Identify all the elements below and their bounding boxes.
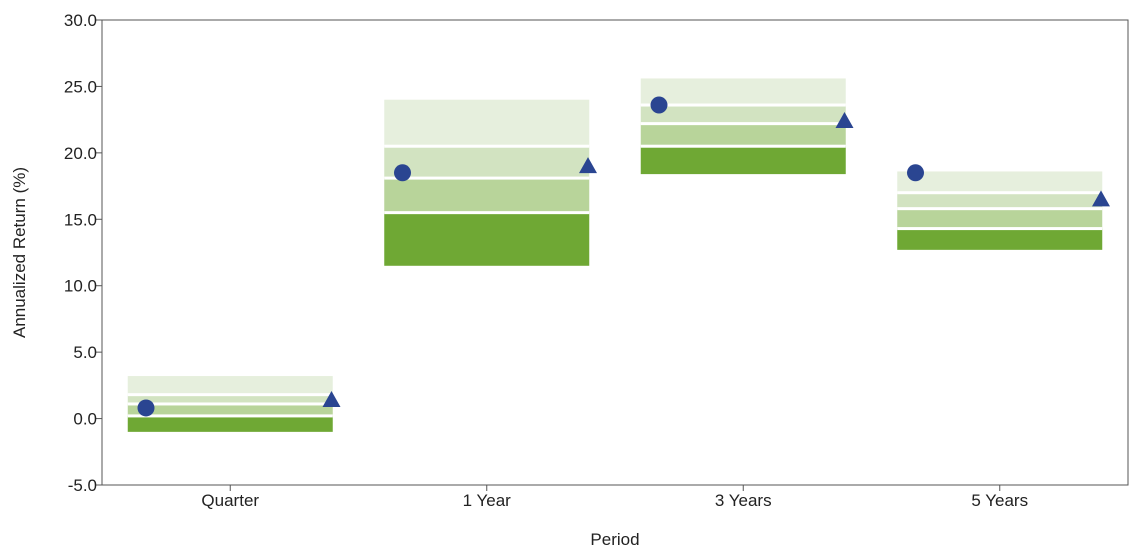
circle-marker xyxy=(650,96,668,114)
band-segment-bottom xyxy=(640,146,846,175)
band-separator xyxy=(640,122,846,126)
y-tick-label: 0.0 xyxy=(73,410,97,429)
band-segment-top xyxy=(127,376,333,395)
band-separator xyxy=(897,207,1103,211)
y-tick-label: 15.0 xyxy=(64,210,97,229)
band-segment-upper-mid xyxy=(127,394,333,404)
band-separator xyxy=(897,227,1103,231)
band-segment-top xyxy=(384,99,590,147)
x-category-label: Quarter xyxy=(201,491,259,510)
band-segment-upper-mid xyxy=(384,146,590,179)
band-segment-upper-mid xyxy=(640,105,846,124)
x-category-label: 3 Years xyxy=(715,491,772,510)
x-axis-title: Period xyxy=(590,530,639,549)
x-category-label: 1 Year xyxy=(463,491,512,510)
band-separator xyxy=(897,191,1103,195)
band-segment-bottom xyxy=(127,415,333,432)
band-segment-lower-mid xyxy=(640,123,846,147)
band-separator xyxy=(384,144,590,148)
band-segment-top xyxy=(640,78,846,106)
triangle-marker xyxy=(322,390,341,407)
triangle-marker xyxy=(835,111,854,128)
band-segment-bottom xyxy=(897,228,1103,250)
circle-marker xyxy=(907,164,924,182)
triangle-marker xyxy=(579,157,597,174)
band-segment-top xyxy=(897,171,1103,193)
y-tick-label: 20.0 xyxy=(64,144,97,163)
circle-marker xyxy=(137,399,155,417)
band-segment-bottom xyxy=(384,212,590,266)
band-separator xyxy=(384,211,590,215)
y-tick-label: 5.0 xyxy=(73,343,97,362)
plot-frame xyxy=(101,19,1129,486)
x-category-label: 5 Years xyxy=(971,491,1028,510)
band-segment-lower-mid xyxy=(897,208,1103,229)
band-segment-upper-mid xyxy=(897,192,1103,209)
band-layer xyxy=(127,78,1103,432)
y-tick-label: 30.0 xyxy=(64,11,97,30)
y-axis: -5.0 0.0 5.0 10.0 15.0 20.0 25.0 30.0 xyxy=(64,11,102,495)
band-separator xyxy=(127,393,333,397)
x-axis: Quarter 1 Year 3 Years 5 Years xyxy=(201,485,1028,510)
y-tick-label: 10.0 xyxy=(64,277,97,296)
circle-marker xyxy=(394,164,411,182)
triangle-marker xyxy=(1092,190,1110,207)
band-separator xyxy=(640,103,846,107)
marker-layer xyxy=(137,96,1110,417)
y-axis-title: Annualized Return (%) xyxy=(10,167,29,338)
band-separator xyxy=(640,144,846,148)
band-separator xyxy=(127,414,333,418)
y-tick-label: 25.0 xyxy=(64,77,97,96)
y-tick-label: -5.0 xyxy=(68,476,97,495)
band-separator xyxy=(384,176,590,180)
band-segment-lower-mid xyxy=(384,178,590,213)
band-segment-lower-mid xyxy=(127,403,333,416)
band-separator xyxy=(127,402,333,406)
